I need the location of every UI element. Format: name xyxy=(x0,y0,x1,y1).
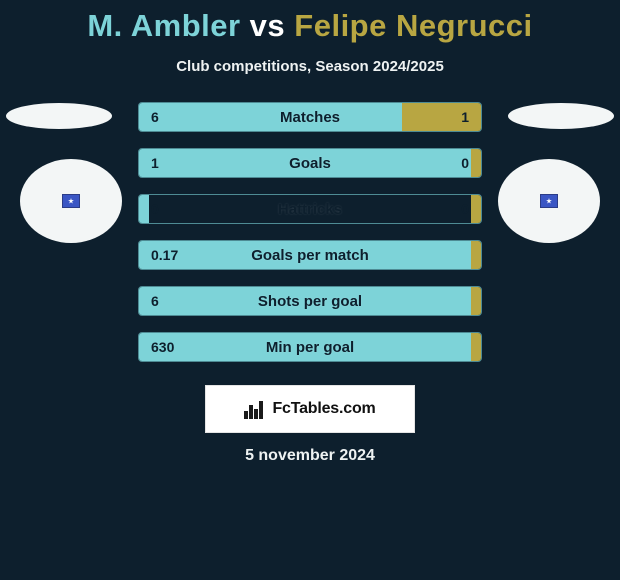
subtitle: Club competitions, Season 2024/2025 xyxy=(0,58,620,75)
player2-flag-icon xyxy=(540,194,558,208)
fctables-bars-icon xyxy=(244,399,266,419)
stat-row: Goals10 xyxy=(138,148,482,178)
stat-bar-right xyxy=(402,103,481,131)
player2-name: Felipe Negrucci xyxy=(294,8,532,43)
stat-row: Matches61 xyxy=(138,102,482,132)
stat-bars: Matches61 Goals10 Hattricks00 Goals per mat… xyxy=(138,102,482,378)
stat-bar-right xyxy=(471,195,481,223)
player1-flag-icon xyxy=(62,194,80,208)
stat-row: Min per goal630 xyxy=(138,332,482,362)
stat-bar-left xyxy=(139,287,471,315)
snapshot-date: 5 november 2024 xyxy=(0,447,620,465)
stat-bar-left xyxy=(139,149,471,177)
vs-separator: vs xyxy=(250,8,285,43)
player1-name: M. Ambler xyxy=(87,8,240,43)
comparison-title: M. Ambler vs Felipe Negrucci xyxy=(0,0,620,44)
player1-shadow-ellipse xyxy=(6,103,112,129)
stat-bar-left xyxy=(139,333,471,361)
stat-bar-right xyxy=(471,149,481,177)
stat-bar-right xyxy=(471,333,481,361)
stat-bar-left xyxy=(139,241,471,269)
stat-bar-right xyxy=(471,287,481,315)
watermark-logo: FcTables.com xyxy=(205,385,415,433)
stat-row: Goals per match0.17 xyxy=(138,240,482,270)
stat-label: Hattricks xyxy=(139,195,481,223)
stat-bar-left xyxy=(139,103,402,131)
stat-row: Hattricks00 xyxy=(138,194,482,224)
stat-row: Shots per goal6 xyxy=(138,286,482,316)
watermark-text: FcTables.com xyxy=(272,400,375,418)
stat-bar-left xyxy=(139,195,149,223)
player2-shadow-ellipse xyxy=(508,103,614,129)
player1-flag-disc xyxy=(20,159,122,243)
stat-bar-right xyxy=(471,241,481,269)
player2-flag-disc xyxy=(498,159,600,243)
